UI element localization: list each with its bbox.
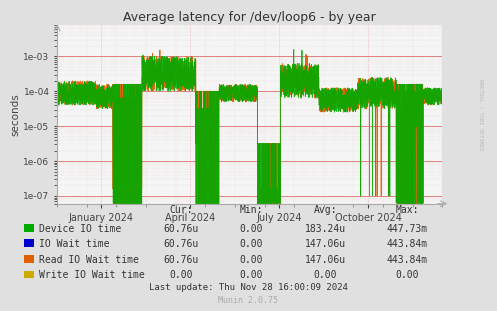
Text: 147.06u: 147.06u — [305, 255, 346, 265]
Text: 0.00: 0.00 — [396, 270, 419, 280]
Text: 447.73m: 447.73m — [387, 224, 428, 234]
Text: 60.76u: 60.76u — [164, 224, 199, 234]
Text: Munin 2.0.75: Munin 2.0.75 — [219, 296, 278, 305]
Text: 60.76u: 60.76u — [164, 255, 199, 265]
Text: Read IO Wait time: Read IO Wait time — [39, 255, 139, 265]
Text: Avg:: Avg: — [314, 205, 337, 215]
Text: 60.76u: 60.76u — [164, 239, 199, 249]
Text: Cur:: Cur: — [169, 205, 193, 215]
Title: Average latency for /dev/loop6 - by year: Average latency for /dev/loop6 - by year — [123, 11, 376, 24]
Text: 0.00: 0.00 — [239, 239, 263, 249]
Y-axis label: seconds: seconds — [10, 93, 20, 136]
Text: Max:: Max: — [396, 205, 419, 215]
Text: 0.00: 0.00 — [314, 270, 337, 280]
Text: 0.00: 0.00 — [239, 270, 263, 280]
Text: 0.00: 0.00 — [169, 270, 193, 280]
Text: Min:: Min: — [239, 205, 263, 215]
Text: 443.84m: 443.84m — [387, 239, 428, 249]
Text: 183.24u: 183.24u — [305, 224, 346, 234]
Text: Device IO time: Device IO time — [39, 224, 121, 234]
Text: 443.84m: 443.84m — [387, 255, 428, 265]
Text: 147.06u: 147.06u — [305, 239, 346, 249]
Text: 0.00: 0.00 — [239, 224, 263, 234]
Text: 0.00: 0.00 — [239, 255, 263, 265]
Text: RRDTOOL / TOBI OETIKER: RRDTOOL / TOBI OETIKER — [479, 79, 484, 151]
Text: Last update: Thu Nov 28 16:00:09 2024: Last update: Thu Nov 28 16:00:09 2024 — [149, 283, 348, 292]
Text: Write IO Wait time: Write IO Wait time — [39, 270, 145, 280]
Text: IO Wait time: IO Wait time — [39, 239, 109, 249]
